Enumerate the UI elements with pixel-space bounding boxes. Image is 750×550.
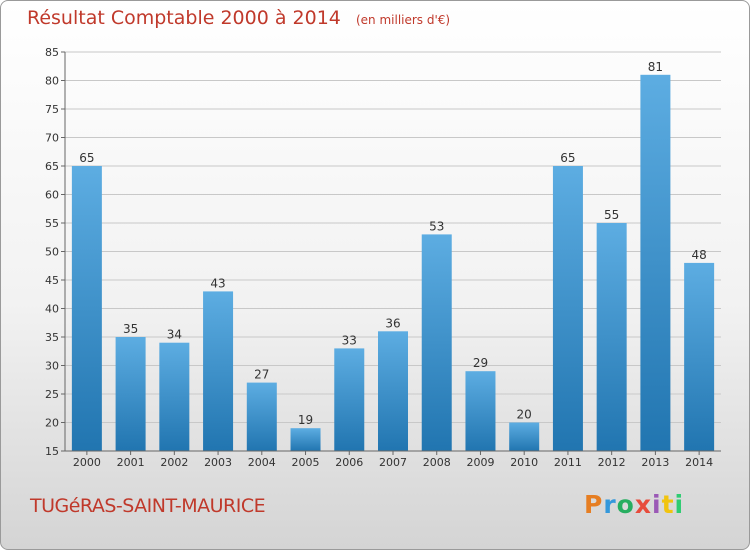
logo-letter: P	[584, 490, 604, 519]
axes: 15 20 25 30 35 40 45 50 55 60 65 70 75 80 85 2000 2001 20…	[45, 46, 721, 469]
y-tick-label: 20	[45, 417, 59, 430]
x-tick-label: 2001	[117, 456, 145, 469]
x-tick-label: 2012	[598, 456, 626, 469]
chart-title: Résultat Comptable 2000 à 2014	[27, 7, 341, 29]
logo-letter: r	[603, 490, 617, 519]
x-tick-label: 2013	[641, 456, 669, 469]
bar	[334, 348, 365, 451]
y-tick-label: 65	[45, 160, 59, 173]
x-tick-label: 2007	[379, 456, 407, 469]
bar-value-label: 34	[167, 328, 182, 342]
title-row: Résultat Comptable 2000 à 2014 (en milli…	[27, 7, 450, 29]
y-tick-label: 50	[45, 246, 59, 259]
bar	[159, 342, 190, 451]
bar-value-label: 20	[517, 408, 532, 422]
bar-value-label: 35	[123, 322, 138, 336]
y-tick-label: 60	[45, 189, 59, 202]
bar	[290, 428, 321, 451]
logo-letter: i	[652, 490, 662, 519]
bar-value-label: 36	[385, 316, 400, 330]
logo-letter: o	[616, 490, 635, 519]
y-tick-label: 85	[45, 46, 59, 59]
y-tick-label: 30	[45, 360, 59, 373]
x-tick-label: 2011	[554, 456, 582, 469]
bar-value-label: 65	[79, 151, 94, 165]
y-tick-label: 80	[45, 75, 59, 88]
y-tick-label: 75	[45, 103, 59, 116]
bar	[421, 234, 452, 451]
bar-value-label: 81	[648, 60, 663, 74]
bar-value-label: 27	[254, 368, 269, 382]
bar-value-label: 19	[298, 413, 313, 427]
y-tick-label: 55	[45, 217, 59, 230]
bars: 65 35 34 43 27 19 33 36 53 29 20 65 55 81 48	[71, 60, 715, 452]
y-tick-label: 35	[45, 331, 59, 344]
bar-value-label: 43	[210, 276, 225, 290]
x-tick-label: 2014	[685, 456, 713, 469]
y-tick-label: 15	[45, 445, 59, 458]
bar	[596, 223, 627, 451]
bar-value-label: 33	[342, 333, 357, 347]
y-tick-label: 45	[45, 274, 59, 287]
bar	[465, 371, 496, 451]
bar-value-label: 65	[560, 151, 575, 165]
bar	[246, 382, 277, 451]
bar	[71, 166, 102, 451]
x-tick-label: 2005	[292, 456, 320, 469]
bar-value-label: 53	[429, 219, 444, 233]
bar-value-label: 55	[604, 208, 619, 222]
logo-letter: i	[674, 490, 685, 519]
bar	[203, 291, 234, 451]
proxiti-logo: Proxiti	[584, 490, 684, 519]
y-tick-label: 40	[45, 303, 59, 316]
x-tick-label: 2009	[466, 456, 494, 469]
logo-letter: t	[661, 490, 675, 519]
bar	[115, 337, 146, 451]
x-tick-label: 2008	[423, 456, 451, 469]
bar-value-label: 29	[473, 356, 488, 370]
y-tick-label: 25	[45, 388, 59, 401]
bar	[378, 331, 408, 451]
y-tick-label: 70	[45, 132, 59, 145]
commune-name: TUGéRAS-SAINT-MAURICE	[30, 495, 266, 517]
x-tick-label: 2004	[248, 456, 276, 469]
bar	[552, 166, 583, 451]
x-tick-label: 2000	[73, 456, 101, 469]
x-tick-label: 2002	[160, 456, 188, 469]
bar	[640, 74, 671, 452]
chart-unit: (en milliers d'€)	[355, 13, 451, 27]
x-tick-label: 2003	[204, 456, 232, 469]
bar	[684, 262, 715, 451]
x-tick-label: 2010	[510, 456, 538, 469]
x-tick-label: 2006	[335, 456, 363, 469]
bar-value-label: 48	[691, 248, 706, 262]
bar	[509, 422, 540, 451]
logo-letter: x	[634, 490, 652, 519]
